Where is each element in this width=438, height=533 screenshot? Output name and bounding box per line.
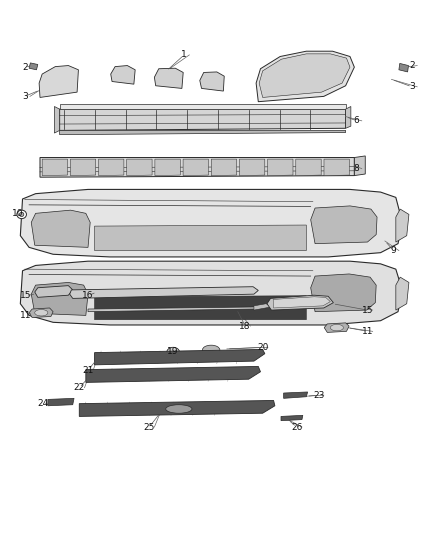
- Polygon shape: [35, 286, 73, 297]
- Polygon shape: [211, 159, 237, 175]
- Polygon shape: [240, 159, 265, 175]
- Polygon shape: [281, 415, 303, 421]
- Ellipse shape: [17, 210, 26, 219]
- Polygon shape: [86, 367, 261, 382]
- Polygon shape: [71, 159, 96, 175]
- Polygon shape: [354, 156, 365, 175]
- Polygon shape: [346, 107, 351, 128]
- Polygon shape: [154, 68, 183, 88]
- Polygon shape: [127, 159, 152, 175]
- Text: 15: 15: [362, 305, 373, 314]
- Polygon shape: [296, 159, 321, 175]
- Polygon shape: [254, 304, 272, 310]
- Polygon shape: [40, 158, 354, 177]
- Text: 18: 18: [240, 321, 251, 330]
- Polygon shape: [99, 159, 124, 175]
- Text: 16: 16: [82, 291, 94, 300]
- Text: 2: 2: [409, 61, 415, 70]
- Polygon shape: [39, 66, 78, 98]
- Polygon shape: [273, 297, 330, 308]
- Text: 3: 3: [409, 82, 415, 91]
- Polygon shape: [256, 51, 354, 102]
- Polygon shape: [200, 72, 224, 91]
- Polygon shape: [60, 109, 346, 131]
- Ellipse shape: [35, 310, 48, 316]
- Polygon shape: [48, 398, 74, 406]
- Text: 15: 15: [20, 291, 32, 300]
- Polygon shape: [29, 63, 38, 70]
- Text: 2: 2: [22, 63, 28, 71]
- Polygon shape: [399, 63, 409, 72]
- Text: 11: 11: [362, 327, 373, 336]
- Polygon shape: [54, 107, 60, 133]
- Text: 21: 21: [82, 366, 94, 375]
- Text: 11: 11: [20, 311, 32, 320]
- Polygon shape: [95, 296, 306, 320]
- Polygon shape: [396, 209, 409, 242]
- Text: 10: 10: [11, 209, 23, 218]
- Polygon shape: [268, 159, 293, 175]
- Polygon shape: [311, 206, 377, 244]
- Polygon shape: [31, 210, 90, 247]
- Text: 6: 6: [353, 116, 360, 125]
- Polygon shape: [88, 307, 259, 312]
- Text: 19: 19: [167, 347, 179, 356]
- Polygon shape: [29, 308, 53, 318]
- Polygon shape: [60, 131, 346, 135]
- Ellipse shape: [166, 405, 192, 413]
- Polygon shape: [95, 350, 265, 365]
- Text: 1: 1: [181, 51, 187, 59]
- Polygon shape: [20, 261, 403, 325]
- Text: 8: 8: [353, 164, 360, 173]
- Text: 22: 22: [74, 383, 85, 392]
- Text: 3: 3: [22, 92, 28, 101]
- Text: 20: 20: [257, 343, 268, 352]
- Polygon shape: [31, 282, 88, 316]
- Polygon shape: [70, 287, 258, 298]
- Polygon shape: [111, 66, 135, 84]
- Text: 9: 9: [391, 246, 396, 255]
- Polygon shape: [60, 104, 346, 109]
- Polygon shape: [155, 159, 180, 175]
- Polygon shape: [396, 277, 409, 310]
- Text: 26: 26: [291, 423, 302, 432]
- Polygon shape: [42, 159, 67, 175]
- Ellipse shape: [202, 345, 220, 355]
- Text: 23: 23: [313, 391, 324, 400]
- Polygon shape: [267, 295, 333, 310]
- Polygon shape: [324, 159, 350, 175]
- Text: 25: 25: [144, 423, 155, 432]
- Polygon shape: [324, 323, 349, 333]
- Polygon shape: [79, 400, 275, 416]
- Polygon shape: [311, 274, 376, 312]
- Polygon shape: [183, 159, 208, 175]
- Polygon shape: [259, 54, 350, 98]
- Ellipse shape: [166, 348, 180, 358]
- Text: 24: 24: [37, 399, 48, 408]
- Polygon shape: [284, 392, 307, 398]
- Polygon shape: [20, 189, 403, 257]
- Polygon shape: [95, 225, 306, 251]
- Ellipse shape: [19, 212, 24, 216]
- Ellipse shape: [330, 325, 343, 331]
